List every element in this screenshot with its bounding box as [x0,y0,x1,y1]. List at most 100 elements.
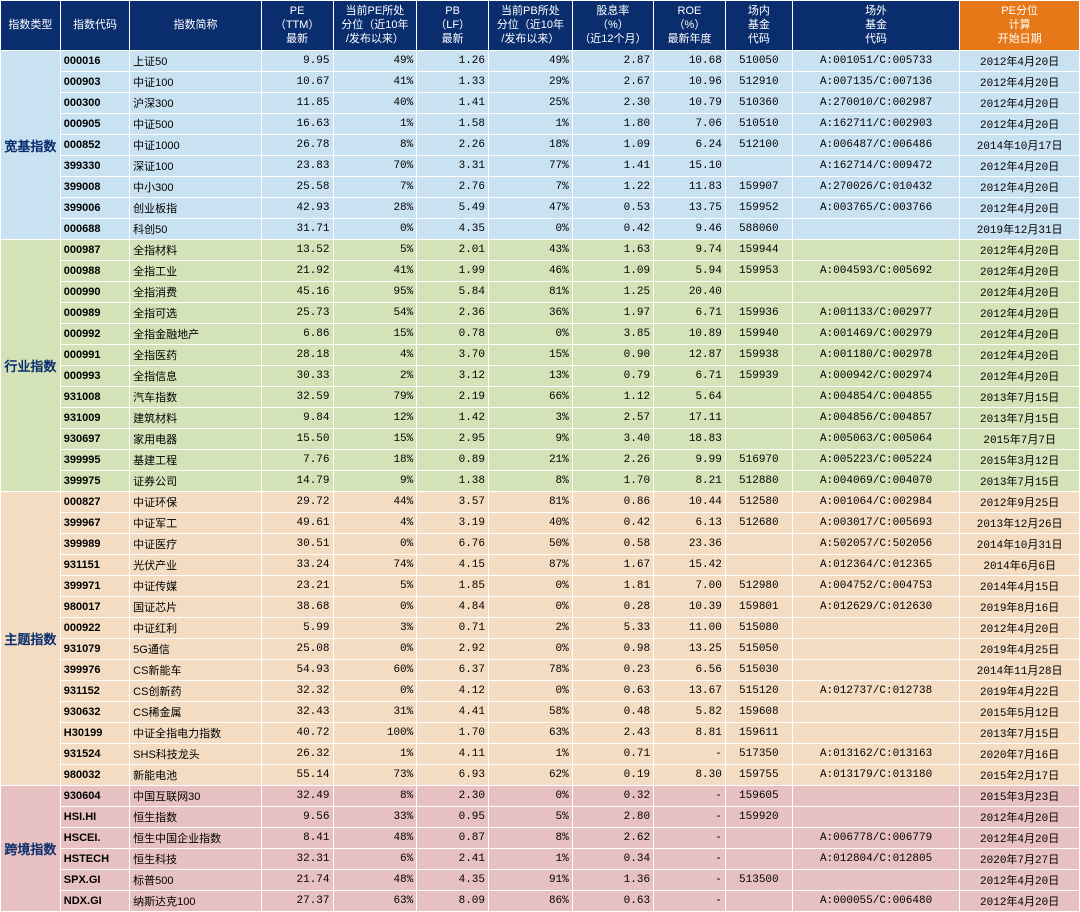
roe-cell: 5.82 [654,702,726,723]
code-cell: HSI.HI [60,807,129,828]
div-cell: 0.58 [572,534,653,555]
pbp-cell: 0% [489,324,573,345]
name-cell: 恒生科技 [130,849,262,870]
outfund-cell: A:004752/C:004753 [792,576,959,597]
pb-cell: 2.95 [417,429,489,450]
table-header: 指数类型 指数代码 指数简称 PE（TTM）最新 当前PE所处分位（近10年/发… [1,1,1080,51]
pe-cell: 32.49 [261,786,333,807]
name-cell: 中证环保 [130,492,262,513]
code-cell: 000989 [60,303,129,324]
roe-cell: 9.46 [654,219,726,240]
code-cell: 399989 [60,534,129,555]
name-cell: 家用电器 [130,429,262,450]
name-cell: 中证100 [130,72,262,93]
name-cell: 纳斯达克100 [130,891,262,912]
pbp-cell: 2% [489,618,573,639]
div-cell: 2.30 [572,93,653,114]
div-cell: 1.70 [572,471,653,492]
code-cell: SPX.GI [60,870,129,891]
pep-cell: 5% [333,576,417,597]
code-cell: 000905 [60,114,129,135]
hdr-date: PE分位计算开始日期 [960,1,1080,51]
roe-cell: - [654,891,726,912]
pb-cell: 1.58 [417,114,489,135]
pbp-cell: 1% [489,114,573,135]
table-row: 931009建筑材料9.8412%1.423%2.5717.11A:004856… [1,408,1080,429]
outfund-cell [792,870,959,891]
pb-cell: 2.76 [417,177,489,198]
roe-cell: 9.74 [654,240,726,261]
roe-cell: 6.24 [654,135,726,156]
code-cell: 399971 [60,576,129,597]
pe-cell: 29.72 [261,492,333,513]
code-cell: 399975 [60,471,129,492]
roe-cell: 20.40 [654,282,726,303]
pbp-cell: 0% [489,597,573,618]
pb-cell: 8.09 [417,891,489,912]
pbp-cell: 1% [489,849,573,870]
infund-cell: 516970 [725,450,792,471]
date-cell: 2012年4月20日 [960,303,1080,324]
infund-cell: 515120 [725,681,792,702]
pb-cell: 2.36 [417,303,489,324]
pb-cell: 6.76 [417,534,489,555]
table-row: 930632CS稀金属32.4331%4.4158%0.485.82159608… [1,702,1080,723]
name-cell: 全指金融地产 [130,324,262,345]
pep-cell: 44% [333,492,417,513]
infund-cell [725,429,792,450]
div-cell: 0.63 [572,891,653,912]
pep-cell: 48% [333,870,417,891]
pe-cell: 55.14 [261,765,333,786]
name-cell: CS新能车 [130,660,262,681]
div-cell: 2.67 [572,72,653,93]
name-cell: CS创新药 [130,681,262,702]
pep-cell: 33% [333,807,417,828]
div-cell: 1.12 [572,387,653,408]
table-row: HSI.HI恒生指数9.5633%0.955%2.80-1599202012年4… [1,807,1080,828]
date-cell: 2012年4月20日 [960,261,1080,282]
pbp-cell: 0% [489,786,573,807]
pb-cell: 6.37 [417,660,489,681]
pe-cell: 25.73 [261,303,333,324]
pb-cell: 2.92 [417,639,489,660]
pep-cell: 4% [333,345,417,366]
table-row: 980017国证芯片38.680%4.840%0.2810.39159801A:… [1,597,1080,618]
pe-cell: 15.50 [261,429,333,450]
pep-cell: 0% [333,534,417,555]
outfund-cell: A:000942/C:002974 [792,366,959,387]
div-cell: 2.43 [572,723,653,744]
div-cell: 1.63 [572,240,653,261]
outfund-cell [792,639,959,660]
infund-cell: 588060 [725,219,792,240]
div-cell: 0.42 [572,513,653,534]
pbp-cell: 66% [489,387,573,408]
code-cell: 000016 [60,51,129,72]
table-row: 399006创业板指42.9328%5.4947%0.5313.75159952… [1,198,1080,219]
pb-cell: 0.89 [417,450,489,471]
outfund-cell: A:502057/C:502056 [792,534,959,555]
pb-cell: 4.15 [417,555,489,576]
outfund-cell: A:270010/C:002987 [792,93,959,114]
roe-cell: 6.13 [654,513,726,534]
pep-cell: 74% [333,555,417,576]
infund-cell: 159944 [725,240,792,261]
table-row: SPX.GI标普50021.7448%4.3591%1.36-513500201… [1,870,1080,891]
date-cell: 2019年4月22日 [960,681,1080,702]
pep-cell: 0% [333,639,417,660]
roe-cell: - [654,828,726,849]
date-cell: 2013年7月15日 [960,387,1080,408]
pep-cell: 8% [333,135,417,156]
pep-cell: 15% [333,429,417,450]
table-row: HSTECH恒生科技32.316%2.411%0.34-A:012804/C:0… [1,849,1080,870]
pbp-cell: 58% [489,702,573,723]
date-cell: 2014年10月31日 [960,534,1080,555]
roe-cell: 12.87 [654,345,726,366]
code-cell: HSTECH [60,849,129,870]
div-cell: 1.36 [572,870,653,891]
code-cell: 931009 [60,408,129,429]
table-row: 000991全指医药28.184%3.7015%0.9012.87159938A… [1,345,1080,366]
name-cell: 建筑材料 [130,408,262,429]
table-row: 931152CS创新药32.320%4.120%0.6313.67515120A… [1,681,1080,702]
name-cell: 标普500 [130,870,262,891]
pe-cell: 30.51 [261,534,333,555]
